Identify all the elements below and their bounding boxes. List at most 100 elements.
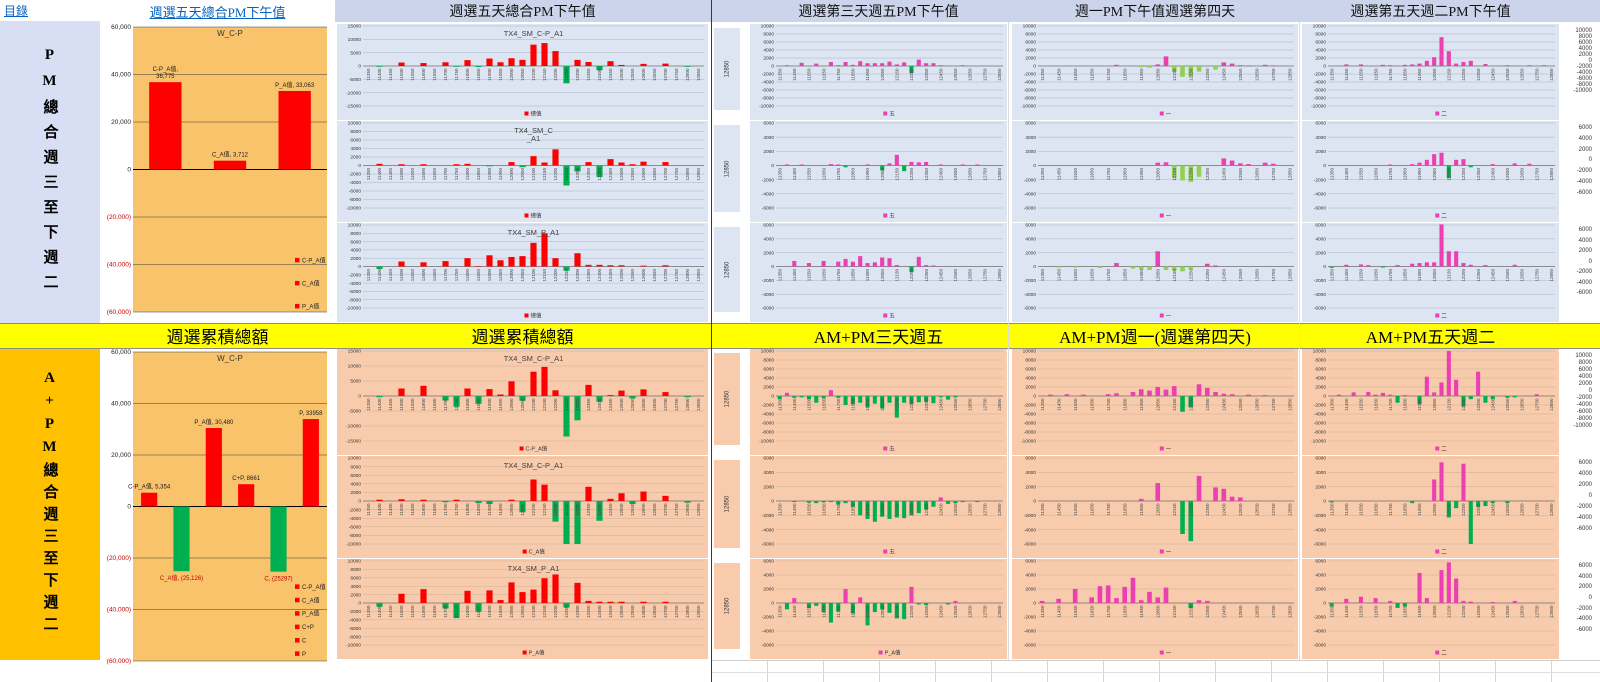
svg-text:6000: 6000 — [1025, 40, 1036, 46]
chart-bot-c3-r2[interactable]: 6000 4000 2000 0 -2000 -4000 -6000 11350 11450 11… — [750, 456, 1007, 558]
chart-bot-c2-r1[interactable]: 15000 10000 5000 0 -5000 -10000 -15000 11350 114… — [337, 349, 708, 455]
svg-text:11850: 11850 — [851, 68, 856, 81]
svg-text:0: 0 — [358, 394, 361, 400]
svg-text:12300: 12300 — [575, 269, 580, 282]
svg-text:-2000: -2000 — [762, 403, 775, 409]
chart-top-c3-r2[interactable]: 6000 4000 2000 0 -2000 -4000 -6000 11350 11450 11… — [750, 121, 1007, 222]
chart-bot-c5-r1[interactable]: 10000 8000 6000 4000 2000 0 -2000 -4000 -6000 -80… — [1302, 349, 1559, 455]
svg-text:11350: 11350 — [1329, 68, 1334, 81]
svg-text:12350: 12350 — [1476, 605, 1481, 618]
svg-text:12100: 12100 — [531, 503, 536, 516]
svg-text:12100: 12100 — [531, 269, 536, 282]
chart-top-c5-r2[interactable]: 6000 4000 2000 0 -2000 -4000 -6000 11350 11450 11… — [1302, 121, 1559, 222]
chart-bottom-summary[interactable]: 60,000 40,000 20,000 0 (20,000) (40,000) (60,0… — [103, 349, 333, 671]
svg-text:11750: 11750 — [454, 68, 459, 81]
svg-text:11650: 11650 — [821, 269, 826, 282]
chart-bot-c2-r3[interactable]: 10000 8000 6000 4000 2000 0 -2000 -4000 -6000 -80… — [337, 559, 708, 659]
chart-bot-c5-r3[interactable]: 6000 4000 2000 0 -2000 -4000 -6000 11350 11450 11… — [1302, 559, 1559, 659]
svg-text:12450: 12450 — [938, 68, 943, 81]
chart-top-c3-r3[interactable]: 6000 4000 2000 0 -2000 -4000 -6000 11350 11450 11… — [750, 223, 1007, 322]
svg-text:12250: 12250 — [1461, 269, 1466, 282]
svg-text:10000: 10000 — [1023, 349, 1037, 355]
svg-text:12050: 12050 — [1155, 269, 1160, 282]
pane-divider[interactable] — [711, 0, 712, 682]
svg-text:4000: 4000 — [763, 573, 774, 579]
chart-top-summary[interactable]: 60,000 40,000 20,000 0 (20,000) (40,000) (60,0… — [103, 24, 333, 322]
svg-text:12250: 12250 — [1461, 503, 1466, 516]
clipped-strike-label-strip: 12850 — [714, 28, 740, 110]
clipped-next-chart-axis: 6000 4000 2000 0 -2000 -4000 -6000 — [1576, 460, 1592, 532]
svg-text:12050: 12050 — [1155, 168, 1160, 181]
svg-text:12450: 12450 — [608, 68, 613, 81]
svg-text:12250: 12250 — [1461, 605, 1466, 618]
chart-bot-c5-r2[interactable]: 6000 4000 2000 0 -2000 -4000 -6000 11350 11450 11… — [1302, 456, 1559, 558]
svg-text:11850: 11850 — [851, 503, 856, 516]
svg-text:12750: 12750 — [982, 68, 987, 81]
chart-bot-c3-r3[interactable]: 6000 4000 2000 0 -2000 -4000 -6000 11350 11450 11… — [750, 559, 1007, 659]
chart-top-c4-r1[interactable]: 10000 8000 6000 4000 2000 0 -2000 -4000 -6000 -80… — [1012, 24, 1298, 120]
svg-text:12500: 12500 — [619, 269, 624, 282]
svg-text:11850: 11850 — [851, 605, 856, 618]
svg-text:-6000: -6000 — [1024, 206, 1037, 212]
chart-top-c2-r2[interactable]: 10000 8000 6000 4000 2000 0 -2000 -4000 -6000 -80… — [337, 121, 708, 222]
cell-gridline — [1299, 22, 1300, 660]
svg-text:12450: 12450 — [608, 168, 613, 181]
chart-bot-c2-r2[interactable]: 10000 8000 6000 4000 2000 0 -2000 -4000 -6000 -80… — [337, 456, 708, 558]
svg-text:-4000: -4000 — [349, 180, 362, 186]
svg-text:11950: 11950 — [498, 503, 503, 516]
svg-text:12600: 12600 — [641, 68, 646, 81]
chart-top-c2-r3[interactable]: 10000 8000 6000 4000 2000 0 -2000 -4000 -6000 -80… — [337, 223, 708, 322]
svg-text:6000: 6000 — [1315, 223, 1326, 229]
svg-text:12750: 12750 — [1271, 68, 1276, 81]
svg-text:-2000: -2000 — [1024, 403, 1037, 409]
svg-text:12050: 12050 — [1432, 503, 1437, 516]
svg-text:-8000: -8000 — [349, 197, 362, 203]
svg-text:2000: 2000 — [350, 592, 361, 598]
svg-text:C-P_A值: C-P_A值 — [526, 445, 548, 453]
svg-text:12800: 12800 — [685, 269, 690, 282]
svg-text:11650: 11650 — [432, 503, 437, 516]
chart-top-c5-r1[interactable]: 10000 8000 6000 4000 2000 0 -2000 -4000 -6000 -80… — [1302, 24, 1559, 120]
chart-top-c2-r1[interactable]: 15000 10000 5000 0 -5000 -10000 -15000 11350 114… — [337, 24, 708, 120]
chart-bot-c4-r2[interactable]: 6000 4000 2000 0 -2000 -4000 -6000 11350 11450 11… — [1012, 456, 1298, 558]
svg-text:12850: 12850 — [696, 269, 701, 282]
svg-text:12550: 12550 — [953, 168, 958, 181]
col2-header: 週選五天總合PM下午值 — [449, 5, 596, 20]
svg-text:15000: 15000 — [348, 24, 362, 30]
svg-text:-2000: -2000 — [1314, 278, 1327, 284]
svg-text:11350: 11350 — [1040, 68, 1045, 81]
chart-top-c4-r3[interactable]: 6000 4000 2000 0 -2000 -4000 -6000 11350 11450 11… — [1012, 223, 1298, 322]
chart-bot-c3-r1[interactable]: 10000 8000 6000 4000 2000 0 -2000 -4000 -6000 -80… — [750, 349, 1007, 455]
svg-text:-10000: -10000 — [1021, 104, 1036, 110]
svg-text:12150: 12150 — [1447, 605, 1452, 618]
svg-text:10000: 10000 — [1313, 24, 1327, 30]
svg-text:6000: 6000 — [1025, 121, 1036, 127]
svg-text:11350: 11350 — [1329, 168, 1334, 181]
svg-text:12050: 12050 — [1155, 503, 1160, 516]
svg-text:總值: 總值 — [531, 212, 543, 220]
svg-text:11600: 11600 — [421, 503, 426, 516]
chart-top-c3-r1[interactable]: 10000 8000 6000 4000 2000 0 -2000 -4000 -6000 -80… — [750, 24, 1007, 120]
chart-top-c5-r3[interactable]: 6000 4000 2000 0 -2000 -4000 -6000 11350 11450 11… — [1302, 223, 1559, 322]
svg-text:12400: 12400 — [597, 68, 602, 81]
svg-text:11800: 11800 — [465, 398, 470, 411]
svg-text:12000: 12000 — [509, 269, 514, 282]
svg-text:總值: 總值 — [531, 110, 543, 118]
chart-bot-c4-r3[interactable]: 6000 4000 2000 0 -2000 -4000 -6000 11350 11450 11… — [1012, 559, 1298, 659]
svg-text:12150: 12150 — [895, 503, 900, 516]
svg-text:12550: 12550 — [630, 68, 635, 81]
svg-text:11750: 11750 — [454, 605, 459, 618]
chart-bot-c4-r1[interactable]: 10000 8000 6000 4000 2000 0 -2000 -4000 -6000 -80… — [1012, 349, 1298, 455]
col1-title-link[interactable]: 週選五天總合PM下午值 — [149, 4, 286, 20]
svg-text:11750: 11750 — [1106, 503, 1111, 516]
svg-text:11450: 11450 — [1344, 398, 1349, 411]
svg-text:8000: 8000 — [350, 129, 361, 135]
svg-text:11750: 11750 — [1388, 168, 1393, 181]
svg-text:6000: 6000 — [1315, 559, 1326, 565]
empty-cells-grid[interactable] — [712, 660, 1600, 682]
svg-text:12150: 12150 — [1447, 398, 1452, 411]
index-link[interactable]: 目錄 — [4, 4, 29, 18]
chart-top-c4-r2[interactable]: 6000 4000 2000 0 -2000 -4000 -6000 11350 11450 11… — [1012, 121, 1298, 222]
index-cell: 目錄 — [0, 0, 100, 22]
svg-text:11550: 11550 — [1359, 68, 1364, 81]
